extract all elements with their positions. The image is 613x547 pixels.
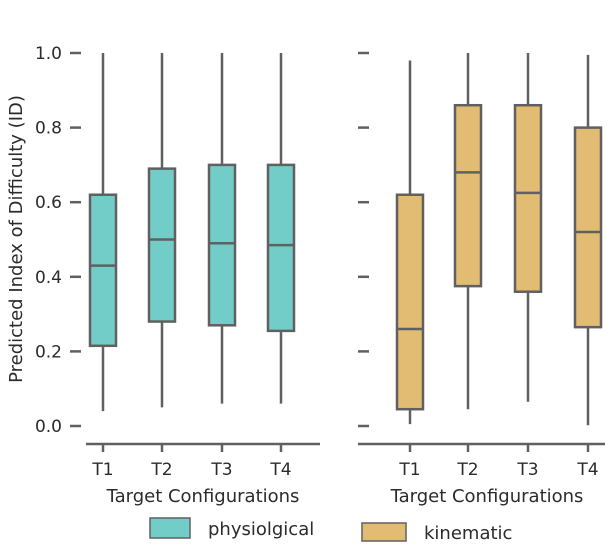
y-tick-label: 0.8	[35, 119, 62, 139]
x-tick-label: T4	[576, 460, 598, 480]
panel-physiological: 0.0 0.2 0.4 0.6 0.8 1.0 T1 T2 T3 T4	[35, 44, 320, 480]
box	[513, 103, 543, 293]
legend-label-physiological: physiolgical	[208, 519, 314, 540]
box	[147, 167, 177, 323]
y-axis-title: Predicted Index of Difficulty (ID)	[6, 95, 27, 383]
box	[395, 193, 425, 411]
x-tick-label: T3	[516, 460, 538, 480]
x-tick-label: T1	[91, 460, 113, 480]
box	[207, 163, 237, 327]
box	[266, 163, 296, 333]
y-tick-label: 1.0	[35, 44, 62, 64]
y-tick-label: 0.6	[35, 193, 62, 213]
x-tick-label: T1	[398, 460, 420, 480]
legend: physiolgical kinematic	[149, 517, 512, 544]
x-tick-label: T3	[210, 460, 232, 480]
y-tick-label: 0.0	[35, 417, 62, 437]
x-axis-title-right: Target Configurations	[390, 486, 584, 507]
y-tick-label: 0.4	[35, 268, 62, 288]
x-tick-label: T2	[150, 460, 172, 480]
y-tick-label: 0.2	[35, 342, 62, 362]
x-axis-title-left: Target Configurations	[106, 486, 300, 507]
legend-swatch-kinematic	[361, 522, 407, 542]
x-tick-label: T2	[456, 460, 478, 480]
panel-kinematic: T1 T2 T3 T4	[358, 51, 605, 480]
box	[573, 126, 603, 329]
box	[88, 193, 118, 348]
box	[453, 103, 483, 288]
legend-swatch-physiological	[149, 517, 191, 539]
legend-label-kinematic: kinematic	[424, 523, 512, 544]
x-tick-label: T4	[269, 460, 291, 480]
